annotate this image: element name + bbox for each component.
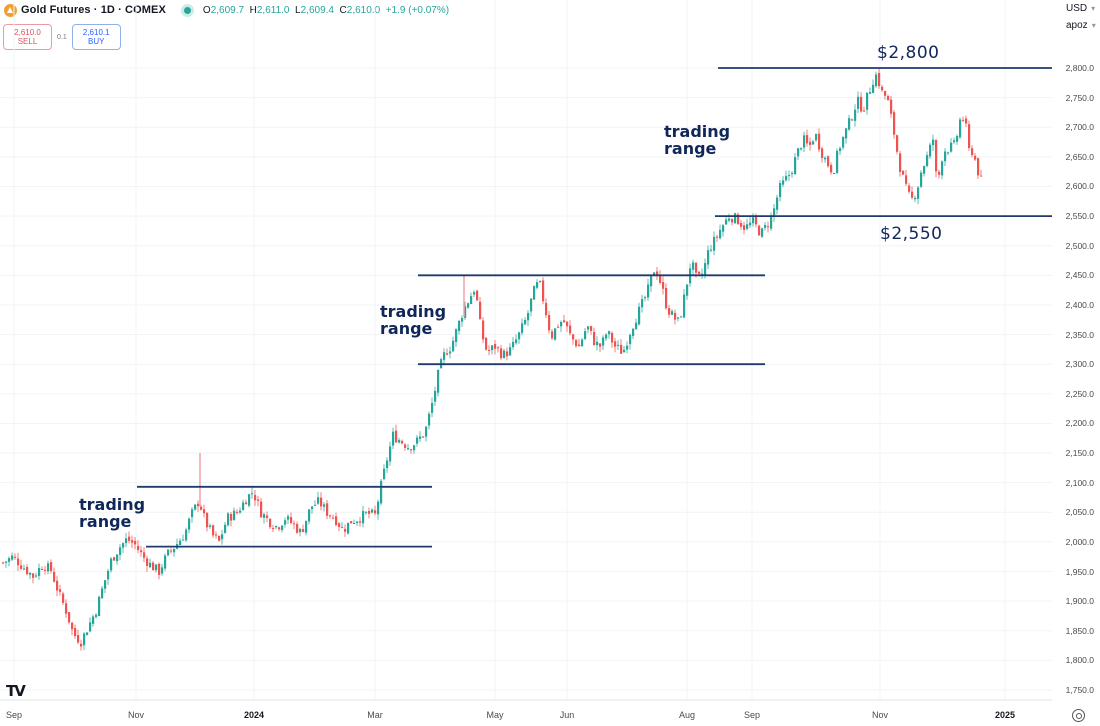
- chart-header: Gold Futures · 1D · COMEX O2,609.7 H2,61…: [0, 0, 449, 20]
- price-tick-label: 2,050.0: [1065, 507, 1094, 518]
- price-tick-label: 2,550.0: [1065, 211, 1094, 222]
- price-tick-label: 2,700.0: [1065, 122, 1094, 133]
- market-open-dot-icon: [183, 6, 191, 14]
- price-tick-label: 2,150.0: [1065, 448, 1094, 459]
- price-tick-label: 2,350.0: [1065, 329, 1094, 340]
- change-value: +1.9 (+0.07%): [385, 4, 450, 16]
- chevron-down-icon: ▾: [1091, 4, 1096, 13]
- price-tick-label: 2,300.0: [1065, 359, 1094, 370]
- price-tick-label: 2,200.0: [1065, 418, 1094, 429]
- time-tick-label: Sep: [5, 710, 23, 720]
- time-tick-label: Sep: [743, 710, 761, 720]
- annotation-trading-range-1: trading range: [79, 495, 146, 531]
- sell-button[interactable]: 2,610.0 SELL: [3, 24, 52, 50]
- trade-buttons: 2,610.0 SELL 0.1 2,610.1 BUY: [3, 24, 121, 50]
- price-tick-label: 2,450.0: [1065, 270, 1094, 281]
- time-tick-label: 2025: [994, 710, 1016, 720]
- price-tick-label: 2,100.0: [1065, 477, 1094, 488]
- time-tick-label: 2024: [243, 710, 265, 720]
- price-tick-label: 2,500.0: [1065, 240, 1094, 251]
- annotation-price-2800: $2,800: [877, 43, 940, 63]
- spread-value: 0.1: [57, 33, 67, 41]
- price-tick-label: 2,650.0: [1065, 151, 1094, 162]
- time-tick-label: Nov: [871, 710, 889, 720]
- price-tick-label: 1,900.0: [1065, 596, 1094, 607]
- chevron-down-icon: ▾: [1091, 21, 1096, 30]
- annotation-trading-range-2: trading range: [380, 302, 447, 338]
- gear-icon[interactable]: [1072, 709, 1085, 722]
- time-tick-label: Jun: [559, 710, 575, 720]
- price-tick-label: 2,600.0: [1065, 181, 1094, 192]
- price-tick-label: 2,750.0: [1065, 92, 1094, 103]
- price-tick-label: 2,000.0: [1065, 536, 1094, 547]
- price-tick-label: 1,750.0: [1065, 685, 1094, 695]
- currency-dropdown[interactable]: USD ▾: [1066, 3, 1096, 14]
- time-tick-label: Aug: [678, 710, 696, 720]
- unit-dropdown[interactable]: apoz ▾: [1066, 20, 1096, 31]
- buy-button[interactable]: 2,610.1 BUY: [71, 24, 121, 50]
- symbol-title[interactable]: Gold Futures · 1D · COMEX: [21, 4, 166, 16]
- annotation-price-2550: $2,550: [880, 224, 943, 244]
- time-tick-label: May: [486, 710, 504, 720]
- price-tick-label: 1,800.0: [1065, 655, 1094, 666]
- tradingview-logo-icon[interactable]: TV: [6, 682, 26, 700]
- price-tick-label: 2,400.0: [1065, 299, 1094, 310]
- price-tick-label: 2,800.0: [1065, 63, 1094, 73]
- price-tick-label: 1,950.0: [1065, 566, 1094, 577]
- annotation-trading-range-3: trading range: [664, 122, 731, 158]
- time-tick-label: Nov: [127, 710, 145, 720]
- price-tick-label: 1,850.0: [1065, 625, 1094, 636]
- ohlc-values: O2,609.7 H2,611.0 L2,609.4 C2,610.0 +1.9…: [202, 4, 450, 16]
- price-tick-label: 2,250.0: [1065, 388, 1094, 399]
- time-tick-label: Mar: [367, 710, 383, 720]
- price-scale-controls: USD ▾ apoz ▾: [1062, 0, 1100, 34]
